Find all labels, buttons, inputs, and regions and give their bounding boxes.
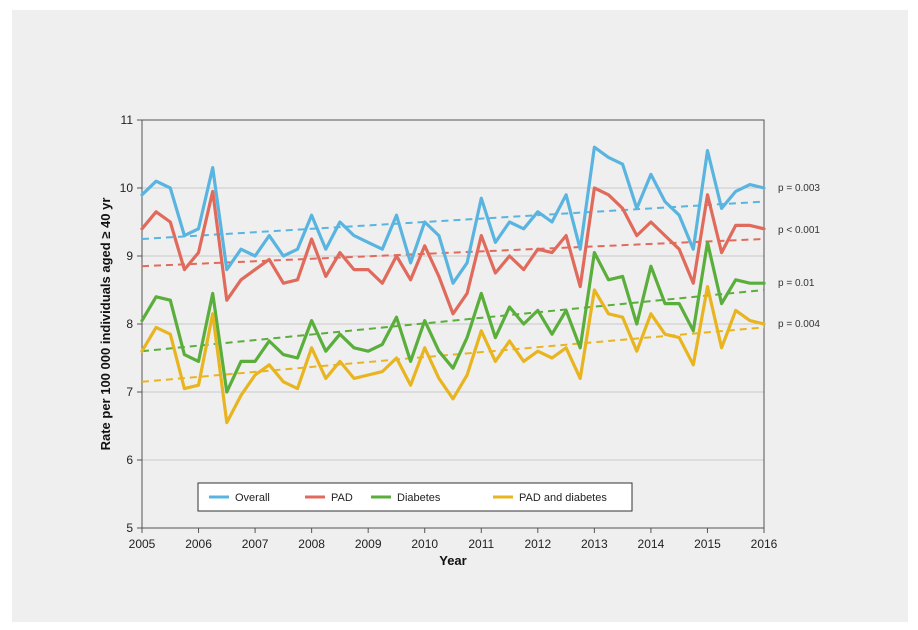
x-tick-label-2008: 2008 xyxy=(298,537,325,551)
x-tick-label-2014: 2014 xyxy=(638,537,665,551)
legend: Overall PAD Diabetes PAD and diabetes xyxy=(197,482,633,512)
trend-line-overall xyxy=(141,200,765,240)
legend-box xyxy=(197,482,633,512)
trend-line-pad xyxy=(141,238,765,268)
y-tick-label-9: 9 xyxy=(126,249,133,263)
p-value-label-4: p = 0.004 xyxy=(778,319,820,330)
legend-label-4: PAD and diabetes xyxy=(519,492,607,504)
x-tick-label-2009: 2009 xyxy=(355,537,382,551)
p-value-label-1: p = 0.003 xyxy=(778,183,820,194)
series-line-pad xyxy=(140,186,766,316)
axis-ticks: 5 6 7 8 9 10 11 2005 2006 2007 2008 2009 2010 2011 201… xyxy=(120,113,778,551)
x-axis-label: Year xyxy=(439,553,466,568)
x-tick-label-2012: 2012 xyxy=(524,537,551,551)
y-tick-label-8: 8 xyxy=(126,317,133,331)
y-tick-label-6: 6 xyxy=(126,453,133,467)
x-tick-label-2010: 2010 xyxy=(411,537,438,551)
legend-label-1: Overall xyxy=(235,492,270,504)
gridlines xyxy=(142,187,764,461)
y-tick-label-11: 11 xyxy=(121,113,134,127)
series-line-pad-and-diabetes xyxy=(140,285,766,425)
y-tick-label-10: 10 xyxy=(120,181,134,195)
series-line-overall xyxy=(140,145,766,285)
figure-panel xyxy=(12,10,908,622)
p-value-label-2: p < 0.001 xyxy=(778,225,820,236)
x-tick-label-2015: 2015 xyxy=(694,537,721,551)
x-tick-label-2016: 2016 xyxy=(751,537,778,551)
trend-line-pad-and-diabetes xyxy=(141,326,765,383)
p-value-annotations: p = 0.003 p < 0.001 p = 0.01 p = 0.004 xyxy=(778,183,820,330)
trend-line-diabetes xyxy=(141,289,765,353)
legend-label-3: Diabetes xyxy=(397,492,441,504)
legend-label-2: PAD xyxy=(331,492,353,504)
x-tick-label-2013: 2013 xyxy=(581,537,608,551)
trend-lines xyxy=(141,200,765,383)
series-lines xyxy=(140,145,766,425)
y-tick-label-7: 7 xyxy=(126,385,133,399)
x-tick-label-2007: 2007 xyxy=(242,537,269,551)
x-tick-label-2011: 2011 xyxy=(468,537,494,551)
y-axis-label: Rate per 100 000 individuals aged ≥ 40 y… xyxy=(98,198,113,451)
y-tick-label-5: 5 xyxy=(126,521,133,535)
p-value-label-3: p = 0.01 xyxy=(778,278,815,289)
series-line-diabetes xyxy=(140,240,766,394)
x-tick-label-2005: 2005 xyxy=(129,537,156,551)
x-tick-label-2006: 2006 xyxy=(185,537,212,551)
